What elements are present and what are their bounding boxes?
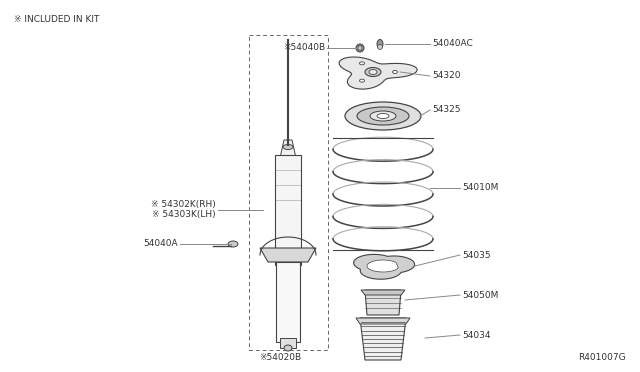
Ellipse shape	[356, 44, 364, 52]
Ellipse shape	[377, 39, 383, 48]
Text: 54320: 54320	[432, 71, 461, 80]
Polygon shape	[339, 57, 417, 89]
Ellipse shape	[360, 79, 365, 82]
Text: ※54020B: ※54020B	[259, 353, 301, 362]
Ellipse shape	[365, 67, 381, 77]
Text: 54050M: 54050M	[462, 291, 499, 299]
Ellipse shape	[345, 102, 421, 130]
Polygon shape	[361, 290, 405, 295]
Text: ※54040B: ※54040B	[283, 44, 325, 52]
Polygon shape	[367, 260, 398, 272]
Ellipse shape	[377, 113, 389, 119]
Bar	[276, 262, 300, 342]
Ellipse shape	[378, 45, 383, 49]
Ellipse shape	[284, 345, 292, 351]
Text: ※ INCLUDED IN KIT: ※ INCLUDED IN KIT	[14, 16, 99, 25]
Ellipse shape	[357, 107, 409, 125]
Ellipse shape	[228, 241, 238, 247]
Bar	[249, 35, 328, 350]
Text: 54325: 54325	[432, 106, 461, 115]
Text: 54040AC: 54040AC	[432, 39, 473, 48]
Text: 54034: 54034	[462, 330, 490, 340]
Polygon shape	[356, 318, 410, 324]
Polygon shape	[360, 318, 406, 360]
Polygon shape	[365, 290, 401, 315]
Text: 54040A: 54040A	[143, 240, 178, 248]
Text: 54035: 54035	[462, 250, 491, 260]
Text: 54010M: 54010M	[462, 183, 499, 192]
Ellipse shape	[369, 70, 377, 74]
Polygon shape	[354, 254, 415, 279]
Bar	[275, 155, 301, 265]
Text: ※ 54302K(RH): ※ 54302K(RH)	[151, 201, 216, 209]
Polygon shape	[280, 140, 296, 158]
Ellipse shape	[360, 62, 365, 65]
Text: ※ 54303K(LH): ※ 54303K(LH)	[152, 211, 216, 219]
Ellipse shape	[358, 46, 362, 50]
Ellipse shape	[370, 111, 396, 121]
Text: R401007G: R401007G	[579, 353, 626, 362]
Polygon shape	[260, 248, 316, 262]
Bar	[280, 338, 296, 348]
Ellipse shape	[392, 71, 397, 74]
Ellipse shape	[283, 144, 293, 150]
